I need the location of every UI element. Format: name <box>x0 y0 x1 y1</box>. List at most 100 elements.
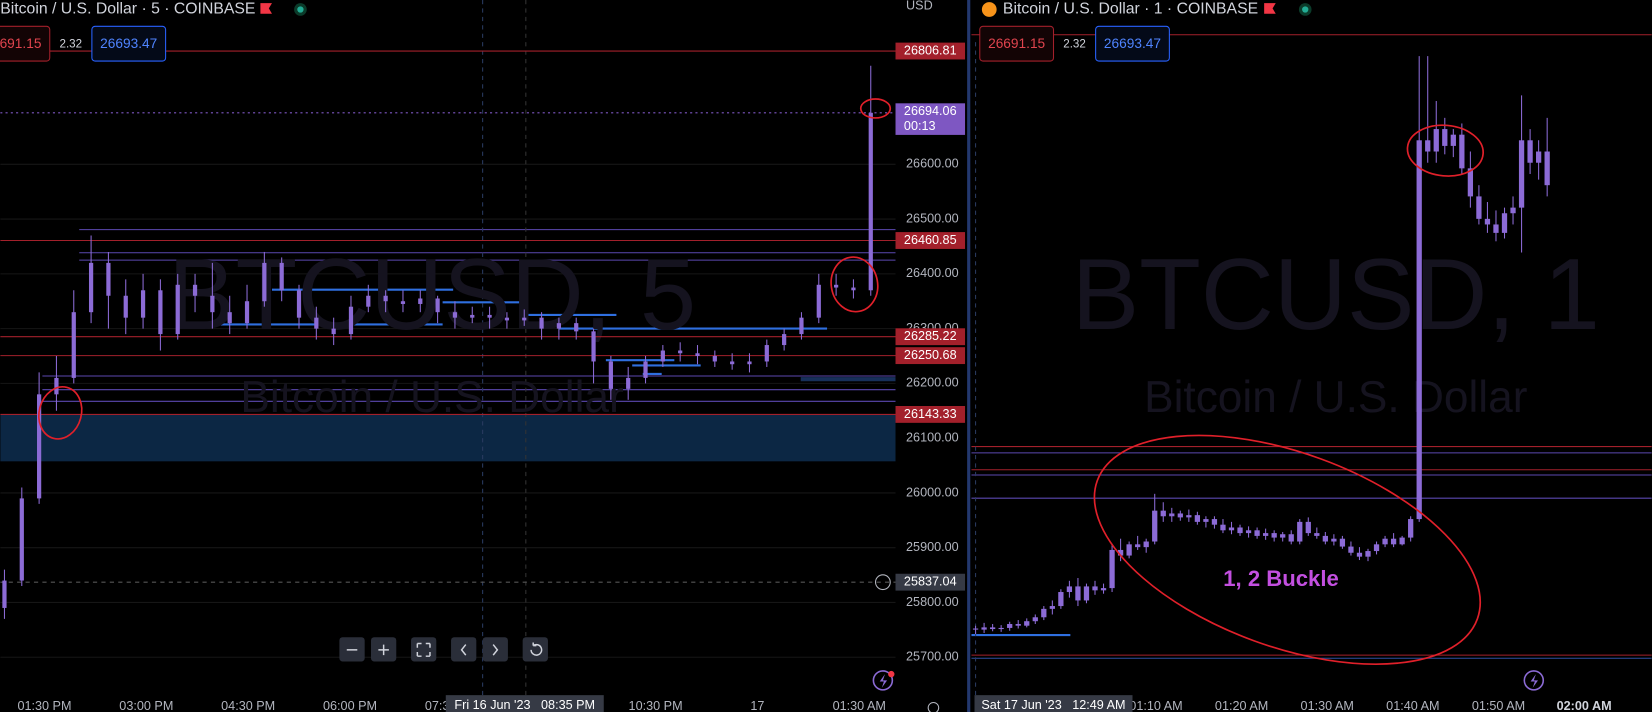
candle-body <box>106 262 111 296</box>
price-tick-label: 26100.00 <box>906 430 959 444</box>
right-pane: BTCUSD, 1 Bitcoin / U.S. Dollar <box>971 34 1652 696</box>
candle-body <box>54 377 59 395</box>
candle-body <box>1297 521 1303 542</box>
drawn-lines <box>42 229 896 402</box>
candle-body <box>1066 586 1073 593</box>
candle-body <box>1058 592 1064 607</box>
price-box-label: 26285.22 <box>904 329 957 343</box>
candle-body <box>2 580 7 608</box>
candle-body <box>366 295 371 307</box>
candle-body <box>1211 519 1218 525</box>
replay-icon <box>872 670 894 691</box>
price-tick-label: 25800.00 <box>906 595 959 609</box>
candle-body <box>626 377 631 389</box>
price-box-label: 26460.85 <box>904 233 957 247</box>
price-tick-label: 25700.00 <box>906 650 959 664</box>
candle-body <box>1373 544 1380 552</box>
candle-body <box>1228 527 1235 531</box>
candle-body <box>1484 218 1491 225</box>
flag-icon <box>260 3 272 14</box>
candle-body <box>1245 530 1252 534</box>
candle-body <box>1288 534 1294 542</box>
ask-label: 26693.47 <box>100 36 157 51</box>
price-box <box>895 42 966 60</box>
candle-body <box>1442 129 1448 146</box>
toolbar-icon <box>378 644 389 656</box>
drawing-ellipse <box>37 386 83 440</box>
symbol-title: Bitcoin / U.S. Dollar · 5 · COINBASE <box>0 1 255 18</box>
candle-body <box>799 317 804 335</box>
candle-body <box>1271 533 1277 538</box>
candle-body <box>1049 606 1055 609</box>
drawing-ellipse <box>830 256 879 313</box>
crosshair-price-box <box>895 573 966 591</box>
candle-body <box>1501 213 1508 233</box>
candle-body <box>71 312 76 378</box>
last-price-box <box>895 103 966 135</box>
candle-body <box>1356 552 1363 557</box>
candle-body <box>660 350 665 362</box>
candle-body <box>1075 586 1081 601</box>
toolbar-icon <box>416 642 431 657</box>
toolbar-icon <box>492 644 499 656</box>
candle-body <box>1459 134 1465 169</box>
spread-label: 2.32 <box>60 38 83 50</box>
candle-body <box>1510 207 1516 214</box>
candle-body <box>816 284 821 318</box>
candle-body <box>210 295 215 313</box>
time-label: 01:30 AM <box>833 699 886 712</box>
candle-body <box>1476 196 1482 219</box>
zone <box>0 414 896 462</box>
candle-body <box>574 323 579 332</box>
candle-body <box>1450 134 1456 146</box>
candle-body <box>730 361 735 365</box>
candle-body <box>1314 533 1320 536</box>
candle-body <box>1177 513 1183 518</box>
candle-body <box>192 284 198 296</box>
annotation: 1, 2 Buckle <box>1223 566 1339 591</box>
candle-body <box>1408 519 1414 538</box>
time-label: 01:40 AM <box>1386 699 1439 712</box>
replay-icon <box>1523 670 1545 691</box>
bid-box <box>0 25 51 62</box>
candle-body <box>227 312 232 324</box>
time-label: 10:30 PM <box>629 699 683 712</box>
candle-body <box>1092 586 1098 591</box>
time-label: 04:30 PM <box>221 699 275 712</box>
candle-body <box>1007 624 1013 628</box>
candle-body <box>279 262 284 291</box>
candle-body <box>1305 521 1311 534</box>
ask-box <box>1095 25 1170 62</box>
candle-body <box>1143 541 1149 548</box>
candle-body <box>1015 624 1021 626</box>
candle-body <box>556 323 562 329</box>
candle-body <box>1109 549 1115 589</box>
toolbar-icon <box>530 642 543 656</box>
candle-body <box>782 334 787 346</box>
candle-body <box>1390 538 1397 545</box>
settings-icon <box>927 701 940 712</box>
price-tick-label: 26000.00 <box>906 485 959 499</box>
candle-body <box>1186 515 1192 518</box>
candle-body <box>1100 588 1107 591</box>
candle-body <box>695 353 700 356</box>
candle-body <box>1416 140 1422 520</box>
candle-body <box>1535 151 1542 163</box>
watermark-name: Bitcoin / U.S. Dollar <box>1144 373 1527 422</box>
candle-body <box>262 262 267 302</box>
add-alert-icon <box>874 574 891 591</box>
drawing-ellipse <box>859 98 892 119</box>
toolbar-icon <box>460 644 467 656</box>
last-price-label: 26694.06 <box>904 104 957 118</box>
candle-body <box>1169 513 1175 517</box>
symbol-title: Bitcoin / U.S. Dollar · 1 · COINBASE <box>1003 1 1258 18</box>
candle-body <box>1254 530 1260 536</box>
candle-body <box>435 298 440 313</box>
time-label: 01:50 AM <box>1472 699 1525 712</box>
candle-body <box>643 361 648 378</box>
price-box <box>895 405 966 423</box>
time-label: 03:00 PM <box>119 699 173 712</box>
price-tick-label: 26500.00 <box>906 211 959 225</box>
candle-body <box>981 627 987 630</box>
blue-segments <box>219 288 896 382</box>
